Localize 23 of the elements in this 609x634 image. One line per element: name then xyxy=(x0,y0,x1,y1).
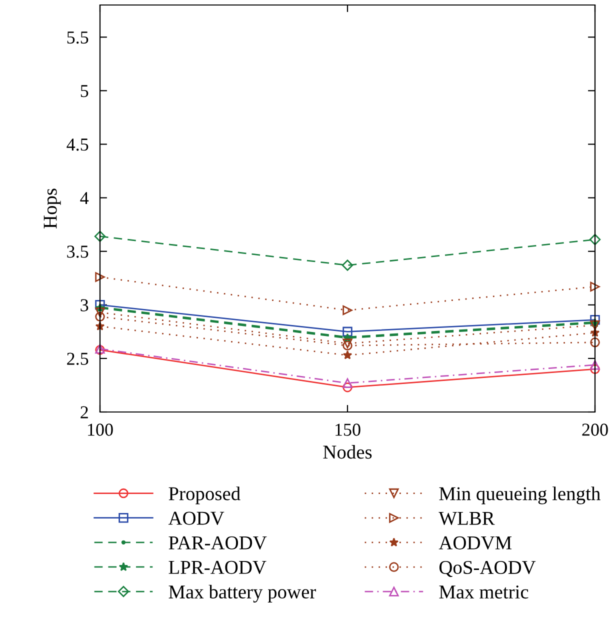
y-tick-label: 4.5 xyxy=(66,138,88,151)
legend-label: Min queueing length xyxy=(439,486,600,504)
legend-label: WLBR xyxy=(438,512,495,525)
legend-label: LPR-AODV xyxy=(168,560,266,574)
y-tick-label: 3.5 xyxy=(67,246,88,258)
y-tick-label: 5 xyxy=(80,85,88,98)
y-tick-label: 5.5 xyxy=(67,32,88,44)
legend-label: Max metric xyxy=(439,586,528,599)
legend-label: AODVM xyxy=(438,536,512,550)
legend-label: QoS-AODV xyxy=(439,560,536,577)
x-tick-label: 150 xyxy=(336,424,360,436)
y-axis-title: Hops xyxy=(44,188,61,228)
legend-label: Proposed xyxy=(168,486,240,504)
legend-label: PAR-AODV xyxy=(168,536,267,550)
y-tick-label: 2 xyxy=(80,406,88,418)
legend-label: AODV xyxy=(168,512,224,525)
x-axis-title: Nodes xyxy=(323,445,372,459)
y-tick-label: 4 xyxy=(80,192,89,204)
x-tick-label: 100 xyxy=(88,424,113,436)
x-tick-label: 200 xyxy=(582,424,608,436)
legend-label: Max battery power xyxy=(168,584,316,603)
y-tick-label: 2.5 xyxy=(67,352,88,365)
y-tick-label: 3 xyxy=(80,299,88,312)
